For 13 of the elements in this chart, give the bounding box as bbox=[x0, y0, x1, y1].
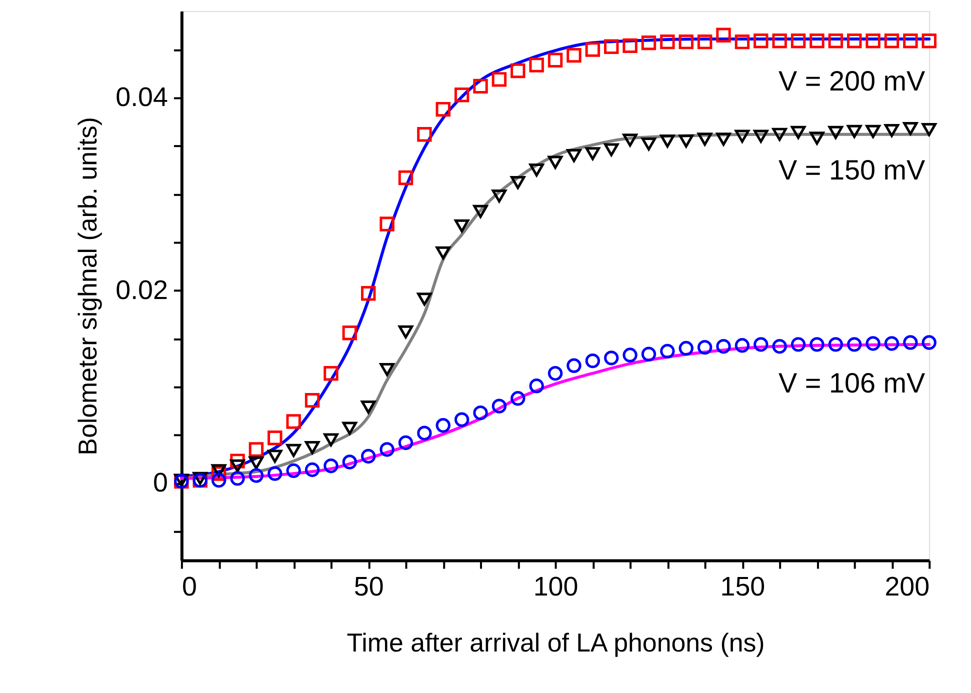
series-label: V = 106 mV bbox=[778, 367, 926, 398]
series-label: V = 150 mV bbox=[778, 154, 926, 186]
y-tick-label: 0 bbox=[153, 468, 168, 498]
y-tick-label: 0.02 bbox=[116, 274, 168, 305]
x-axis-title: Time after arrival of LA phonons (ns) bbox=[346, 630, 765, 658]
x-tick-label: 150 bbox=[720, 572, 766, 602]
x-tick-label: 100 bbox=[533, 572, 578, 602]
x-tick-label: 50 bbox=[354, 572, 384, 602]
x-tick-label: 200 bbox=[884, 572, 930, 602]
series-label: V = 200 mV bbox=[778, 66, 926, 97]
y-axis-title: Bolometer sighnal (arb. units) bbox=[74, 116, 103, 456]
y-tick-label: 0.04 bbox=[116, 82, 168, 112]
x-tick-label: 0 bbox=[182, 572, 197, 602]
